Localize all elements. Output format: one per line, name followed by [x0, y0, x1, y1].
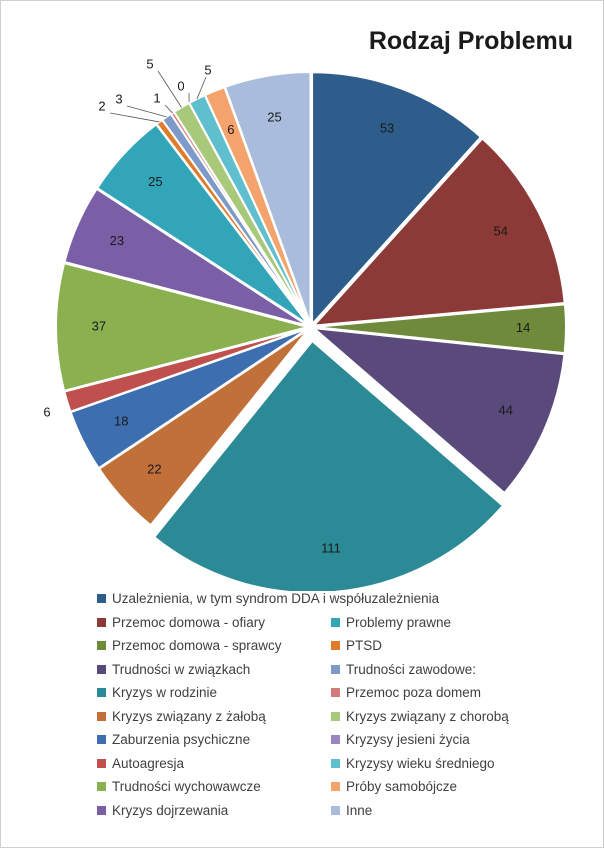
slice-value-label: 1 — [153, 90, 160, 105]
pie-slice — [311, 137, 566, 327]
leader-line — [164, 104, 173, 114]
slice-value-label: 6 — [227, 122, 234, 137]
leader-line — [196, 76, 207, 100]
slice-value-label: 14 — [516, 320, 530, 335]
legend-item: Autoagresja — [97, 756, 184, 771]
legend-item: PTSD — [331, 638, 382, 653]
legend-label: Przemoc domowa - sprawcy — [112, 638, 282, 653]
slice-value-label: 25 — [267, 109, 281, 124]
slice-value-label: 23 — [110, 233, 124, 248]
slice-value-label: 111 — [321, 541, 341, 556]
pie-slice — [310, 326, 566, 495]
slice-value-label: 5 — [204, 62, 211, 77]
legend-label: Autoagresja — [112, 755, 185, 771]
legend-swatch — [331, 758, 340, 768]
legend-item: Kryzys związany z chorobą — [331, 709, 509, 724]
pie-slice — [55, 261, 312, 393]
legend-label: Kryzysy jesieni życia — [346, 732, 470, 747]
slice-value-label: 25 — [148, 174, 162, 189]
legend-label: Próby samobójcze — [346, 779, 458, 794]
legend-swatch — [331, 688, 340, 697]
legend-item: Przemoc domowa - sprawcy — [97, 638, 282, 653]
slice-value-label: 54 — [494, 224, 508, 239]
legend-item: Kryzys związany z żałobą — [97, 709, 266, 724]
legend-item: Inne — [331, 803, 372, 818]
leader-line — [109, 112, 160, 123]
legend-swatch — [97, 641, 106, 650]
legend-item: Trudności wychowawcze — [97, 779, 261, 794]
pie-slice — [311, 71, 483, 327]
legend-swatch — [97, 735, 106, 744]
legend-item: Uzależnienia, w tym syndrom DDA i współu… — [97, 591, 439, 606]
legend-swatch — [331, 805, 340, 815]
pie-slice — [313, 303, 567, 355]
slice-value-label: 53 — [380, 120, 394, 135]
legend-item: Przemoc domowa - ofiary — [97, 615, 265, 630]
slice-value-label: 5 — [146, 56, 153, 71]
pie-slice — [152, 339, 505, 591]
legend-label: Kryzys związany z chorobą — [346, 708, 509, 724]
legend-label: Trudności wychowawcze — [112, 779, 261, 794]
slice-value-label: 2 — [98, 98, 105, 113]
legend-swatch — [97, 782, 106, 791]
legend-item: Trudności zawodowe: — [331, 662, 476, 677]
legend-item: Kryzys w rodzinie — [97, 685, 217, 700]
legend-item: Problemy prawne — [331, 615, 451, 630]
pie-chart: 53 54 14 44 111 22 18 6 37 23 25 2 3 1 5 0 5 6 25 — [43, 56, 567, 591]
legend-item: Kryzysy wieku średniego — [331, 756, 495, 771]
legend-item: Kryzysy jesieni życia — [331, 732, 470, 747]
legend-label: Kryzysy wieku średniego — [346, 755, 495, 771]
slice-value-label: 3 — [115, 91, 122, 106]
slice-value-label: 0 — [177, 78, 184, 93]
legend-item: Trudności w związkach — [97, 662, 250, 677]
pie-slice — [223, 71, 312, 325]
legend-swatch — [97, 711, 106, 721]
legend-swatch — [331, 735, 340, 744]
legend-label: Przemoc poza domem — [346, 685, 482, 700]
legend-swatch — [331, 711, 340, 721]
legend-swatch — [331, 782, 340, 791]
legend-swatch — [97, 664, 106, 674]
slice-value-label: 22 — [147, 462, 161, 477]
legend-item: Kryzys dojrzewania — [97, 803, 228, 818]
legend-label: Kryzys związany z żałobą — [112, 708, 266, 724]
legend-label: Zaburzenia psychiczne — [112, 732, 251, 747]
legend-label: Trudności zawodowe: — [346, 661, 477, 677]
legend-swatch — [97, 617, 106, 627]
legend-item: Zaburzenia psychiczne — [97, 732, 250, 747]
legend-swatch — [331, 664, 340, 674]
legend-item: Przemoc poza domem — [331, 685, 481, 700]
slice-value-label: 6 — [43, 404, 50, 419]
chart-title: Rodzaj Problemu — [368, 27, 573, 55]
legend-label: Uzależnienia, w tym syndrom DDA i współu… — [112, 591, 440, 606]
legend-label: Kryzys w rodzinie — [112, 685, 218, 700]
legend-label: Inne — [346, 802, 373, 818]
slice-value-label: 18 — [114, 413, 128, 428]
legend-swatch — [97, 758, 106, 768]
legend-label: Kryzys dojrzewania — [112, 802, 229, 818]
leader-line — [126, 105, 167, 118]
legend-label: PTSD — [346, 638, 383, 653]
legend-label: Problemy prawne — [346, 614, 452, 630]
legend-label: Przemoc domowa - ofiary — [112, 614, 266, 630]
legend-swatch — [331, 617, 340, 627]
legend-swatch — [97, 805, 106, 815]
legend-swatch — [97, 594, 106, 603]
leader-line — [157, 70, 182, 108]
slice-value-label: 37 — [92, 318, 106, 333]
slice-value-label: 44 — [498, 403, 512, 418]
legend-swatch — [97, 688, 106, 697]
pie-slice — [63, 187, 309, 327]
legend-label: Trudności w związkach — [112, 661, 251, 677]
legend-item: Próby samobójcze — [331, 779, 457, 794]
legend-swatch — [331, 641, 340, 650]
